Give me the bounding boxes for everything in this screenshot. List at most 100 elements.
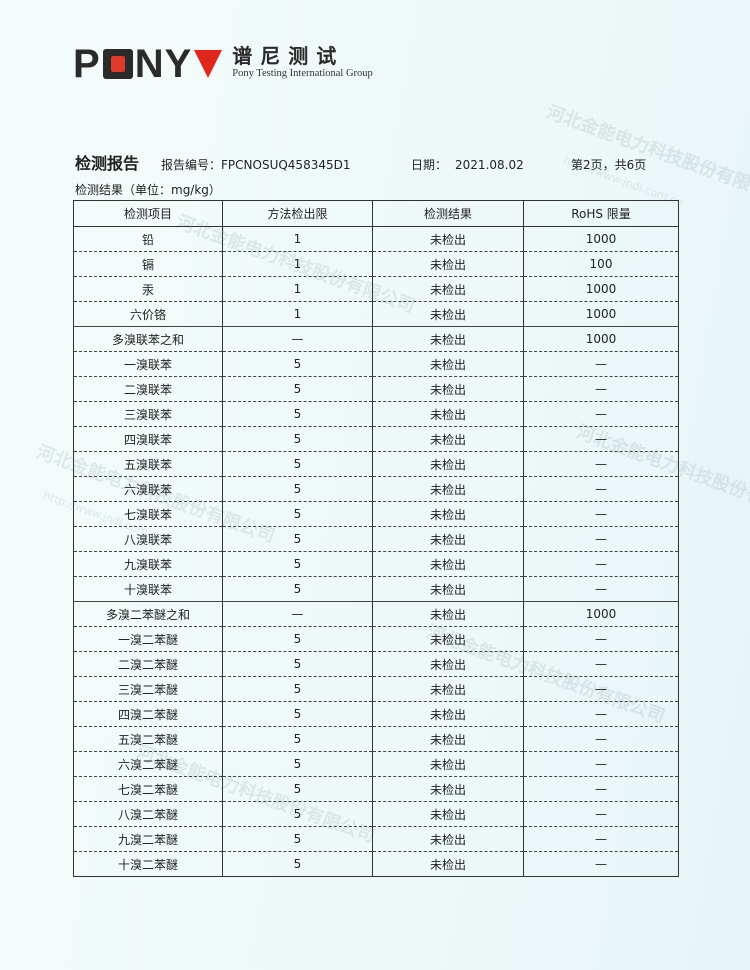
test-result: 未检出 (372, 701, 524, 727)
rohs-limit: — (523, 351, 679, 377)
detection-limit: 5 (222, 451, 373, 477)
test-item: 七溴二苯醚 (73, 776, 223, 802)
test-result: 未检出 (372, 426, 524, 452)
detection-limit: 5 (222, 576, 373, 602)
test-item: 二溴二苯醚 (73, 651, 223, 677)
rohs-limit: — (523, 801, 679, 827)
table-row: 汞 1 未检出 1000 (73, 276, 679, 302)
detection-limit: 1 (222, 301, 373, 327)
detection-limit: — (222, 601, 373, 627)
rohs-limit: — (523, 826, 679, 852)
test-item: 十溴联苯 (73, 576, 223, 602)
test-item: 一溴二苯醚 (73, 626, 223, 652)
detection-limit: 5 (222, 426, 373, 452)
rohs-limit: — (523, 501, 679, 527)
detection-limit: 5 (222, 351, 373, 377)
table-row: 九溴二苯醚 5 未检出 — (73, 826, 679, 852)
test-item: 三溴二苯醚 (73, 676, 223, 702)
rohs-limit: — (523, 726, 679, 752)
test-result: 未检出 (372, 776, 524, 802)
table-row: 六溴二苯醚 5 未检出 — (73, 751, 679, 777)
rohs-limit: — (523, 676, 679, 702)
detection-limit: 5 (222, 476, 373, 502)
detection-limit: 5 (222, 626, 373, 652)
test-item: 五溴联苯 (73, 451, 223, 477)
table-header-row: 检测项目 方法检出限 检测结果 RoHS 限量 (73, 200, 679, 227)
test-item: 多溴二苯醚之和 (73, 601, 223, 627)
page-number: 第2页，共6页 (571, 158, 647, 172)
test-result: 未检出 (372, 626, 524, 652)
test-item: 二溴联苯 (73, 376, 223, 402)
report-header: 检测报告 报告编号：FPCNOSUQ458345D1 日期： 2021.08.0… (75, 150, 695, 174)
test-item: 八溴联苯 (73, 526, 223, 552)
test-item: 七溴联苯 (73, 501, 223, 527)
rohs-limit: — (523, 576, 679, 602)
detection-limit: 5 (222, 801, 373, 827)
logo-y-triangle (194, 50, 223, 78)
test-result: 未检出 (372, 551, 524, 577)
table-row: 三溴联苯 5 未检出 — (73, 401, 679, 427)
unit-label: 检测结果（单位：mg/kg） (75, 183, 221, 197)
detection-limit: 5 (222, 401, 373, 427)
rohs-limit: — (523, 401, 679, 427)
column-header: 方法检出限 (222, 200, 373, 227)
rohs-limit: 100 (523, 251, 679, 277)
table-row: 七溴联苯 5 未检出 — (73, 501, 679, 527)
table-row: 五溴二苯醚 5 未检出 — (73, 726, 679, 752)
detection-limit: 5 (222, 551, 373, 577)
rohs-limit: — (523, 776, 679, 802)
rohs-limit: 1000 (523, 301, 679, 327)
table-row: 镉 1 未检出 100 (73, 251, 679, 277)
table-row: 铅 1 未检出 1000 (73, 226, 679, 252)
test-item: 铅 (73, 226, 223, 252)
test-result: 未检出 (372, 676, 524, 702)
table-row: 二溴联苯 5 未检出 — (73, 376, 679, 402)
test-item: 三溴联苯 (73, 401, 223, 427)
test-result: 未检出 (372, 526, 524, 552)
table-row: 九溴联苯 5 未检出 — (73, 551, 679, 577)
rohs-limit: — (523, 426, 679, 452)
detection-limit: — (222, 326, 373, 352)
detection-limit: 5 (222, 676, 373, 702)
table-row: 多溴联苯之和 — 未检出 1000 (73, 326, 679, 352)
rohs-limit: — (523, 476, 679, 502)
detection-limit: 5 (222, 726, 373, 752)
table-row: 七溴二苯醚 5 未检出 — (73, 776, 679, 802)
test-result: 未检出 (372, 576, 524, 602)
detection-limit: 5 (222, 651, 373, 677)
test-result: 未检出 (372, 326, 524, 352)
rohs-limit: — (523, 651, 679, 677)
test-result: 未检出 (372, 751, 524, 777)
test-item: 镉 (73, 251, 223, 277)
table-row: 六价铬 1 未检出 1000 (73, 301, 679, 327)
test-result: 未检出 (372, 726, 524, 752)
report-date: 2021.08.02 (455, 158, 524, 172)
test-result: 未检出 (372, 376, 524, 402)
column-header: 检测项目 (73, 200, 223, 227)
detection-limit: 1 (222, 276, 373, 302)
detection-limit: 5 (222, 776, 373, 802)
test-result: 未检出 (372, 651, 524, 677)
test-item: 五溴二苯醚 (73, 726, 223, 752)
logo-english: Pony Testing International Group (232, 68, 373, 79)
table-row: 二溴二苯醚 5 未检出 — (73, 651, 679, 677)
rohs-limit: — (523, 626, 679, 652)
logo-letter: P (73, 42, 101, 86)
test-item: 汞 (73, 276, 223, 302)
detection-limit: 1 (222, 251, 373, 277)
table-row: 四溴联苯 5 未检出 — (73, 426, 679, 452)
test-result: 未检出 (372, 501, 524, 527)
logo-letters: NY (134, 42, 193, 86)
test-result: 未检出 (372, 476, 524, 502)
table-row: 多溴二苯醚之和 — 未检出 1000 (73, 601, 679, 627)
table-row: 四溴二苯醚 5 未检出 — (73, 701, 679, 727)
test-item: 一溴联苯 (73, 351, 223, 377)
logo-o-mark (102, 49, 133, 79)
detection-limit: 5 (222, 826, 373, 852)
rohs-limit: — (523, 526, 679, 552)
rohs-limit: — (523, 701, 679, 727)
detection-limit: 5 (222, 526, 373, 552)
table-row: 三溴二苯醚 5 未检出 — (73, 676, 679, 702)
detection-limit: 5 (222, 376, 373, 402)
date-label: 日期： (411, 158, 448, 172)
